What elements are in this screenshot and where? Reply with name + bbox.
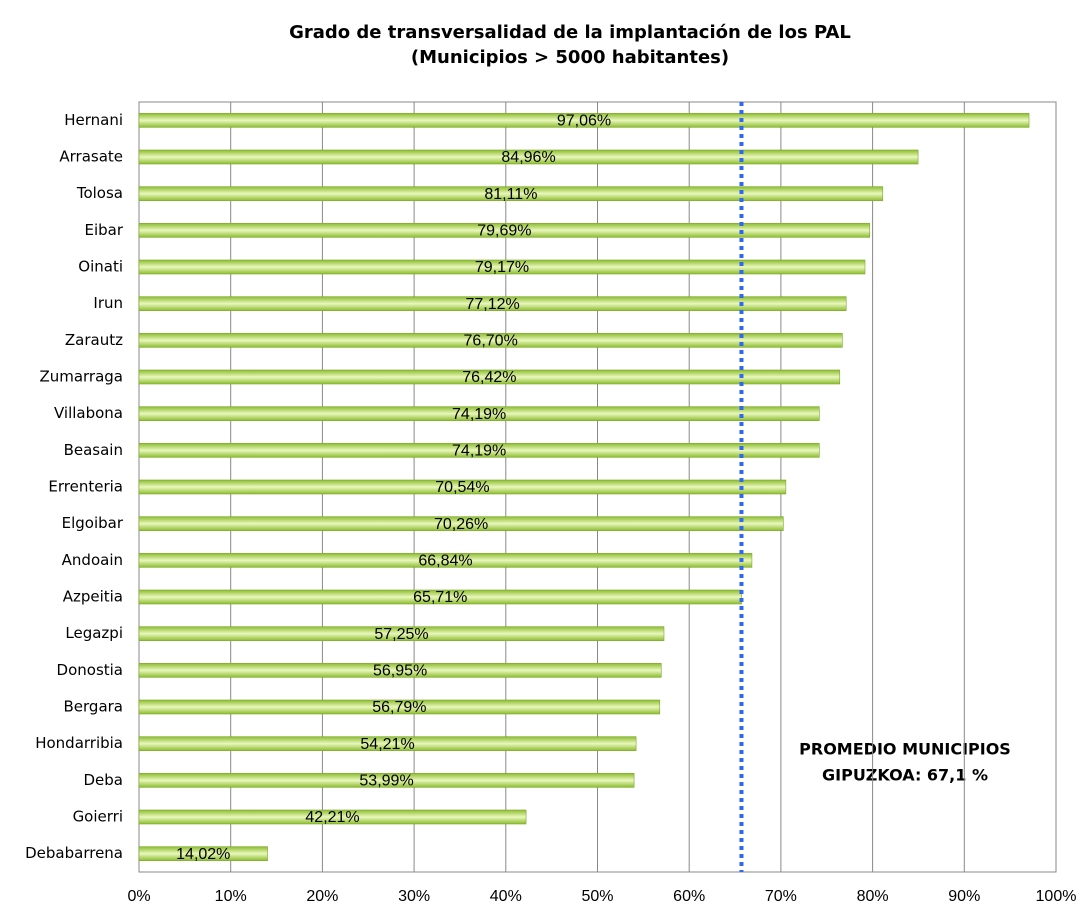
y-tick-label: Deba	[84, 771, 124, 789]
x-tick-label: 90%	[948, 888, 980, 905]
y-tick-label: Villabona	[54, 404, 123, 422]
bar	[138, 443, 820, 458]
y-tick-label: Irun	[93, 294, 123, 312]
bar	[138, 149, 919, 165]
x-tick-label: 70%	[765, 888, 797, 905]
x-tick-label: 0%	[127, 888, 150, 905]
bar	[138, 479, 787, 495]
bar	[138, 406, 820, 421]
data-label: 97,06%	[557, 113, 611, 130]
data-label: 70,54%	[435, 479, 489, 496]
bar	[138, 223, 871, 238]
data-label: 56,95%	[373, 663, 427, 680]
y-tick-label: Arrasate	[59, 148, 123, 166]
data-label: 70,26%	[434, 516, 488, 533]
bar	[138, 736, 637, 751]
bar	[138, 553, 753, 568]
data-label: 54,21%	[360, 736, 414, 753]
y-tick-label: Bergara	[64, 698, 124, 716]
data-label: 65,71%	[413, 589, 467, 606]
y-tick-label: Tolosa	[76, 184, 123, 202]
bar	[138, 259, 866, 275]
bar	[138, 663, 662, 678]
x-tick-label: 100%	[1036, 888, 1077, 905]
y-tick-label: Andoain	[62, 551, 123, 569]
y-tick-label: Hernani	[64, 111, 123, 129]
y-tick-label: Zumarraga	[39, 368, 123, 386]
y-tick-label: Elgoibar	[62, 514, 124, 532]
y-tick-label: Goierri	[73, 808, 123, 826]
y-tick-label: Eibar	[84, 221, 123, 239]
y-tick-label: Oinati	[78, 258, 123, 276]
data-label: 79,69%	[477, 223, 531, 240]
bar	[138, 369, 841, 385]
y-tick-label: Errenteria	[48, 478, 123, 496]
x-tick-label: 30%	[398, 888, 430, 905]
data-label: 77,12%	[465, 296, 519, 313]
bar	[138, 113, 1030, 128]
data-label: 81,11%	[484, 186, 537, 203]
bar	[138, 296, 847, 311]
x-tick-label: 60%	[673, 888, 705, 905]
x-tick-label: 40%	[490, 888, 522, 905]
x-tick-label: 10%	[215, 888, 247, 905]
chart-title: Grado de transversalidad de la implantac…	[289, 22, 851, 43]
bar	[138, 626, 665, 641]
data-label: 57,25%	[374, 626, 428, 643]
data-label: 74,19%	[452, 443, 506, 460]
bar	[138, 699, 661, 715]
bar	[138, 846, 268, 861]
bar	[138, 809, 527, 825]
data-label: 74,19%	[452, 406, 506, 423]
bar	[138, 589, 742, 605]
bar	[138, 186, 884, 201]
x-tick-label: 50%	[581, 888, 613, 905]
y-tick-label: Azpeitia	[63, 588, 123, 606]
bar	[138, 333, 843, 348]
annotation: PROMEDIO MUNICIPIOS	[799, 740, 1011, 759]
data-label: 76,42%	[462, 369, 516, 386]
data-label: 42,21%	[305, 809, 359, 826]
y-tick-label: Donostia	[57, 661, 123, 679]
data-label: 79,17%	[475, 259, 529, 276]
data-label: 76,70%	[464, 333, 518, 350]
x-tick-label: 20%	[306, 888, 338, 905]
y-tick-label: Beasain	[64, 441, 123, 459]
y-tick-label: Hondarribia	[35, 734, 123, 752]
data-label: 84,96%	[501, 149, 555, 166]
data-label: 56,79%	[372, 699, 426, 716]
y-tick-label: Debabarrena	[25, 844, 123, 862]
chart-subtitle: (Municipios > 5000 habitantes)	[411, 47, 729, 68]
data-label: 66,84%	[418, 553, 472, 570]
x-tick-label: 80%	[857, 888, 889, 905]
data-label: 14,02%	[176, 846, 230, 863]
y-tick-label: Zarautz	[65, 331, 123, 349]
bar	[138, 516, 784, 531]
data-label: 53,99%	[359, 773, 413, 790]
annotation: GIPUZKOA: 67,1 %	[822, 766, 988, 785]
y-tick-label: Legazpi	[65, 624, 123, 642]
bar	[138, 773, 635, 788]
